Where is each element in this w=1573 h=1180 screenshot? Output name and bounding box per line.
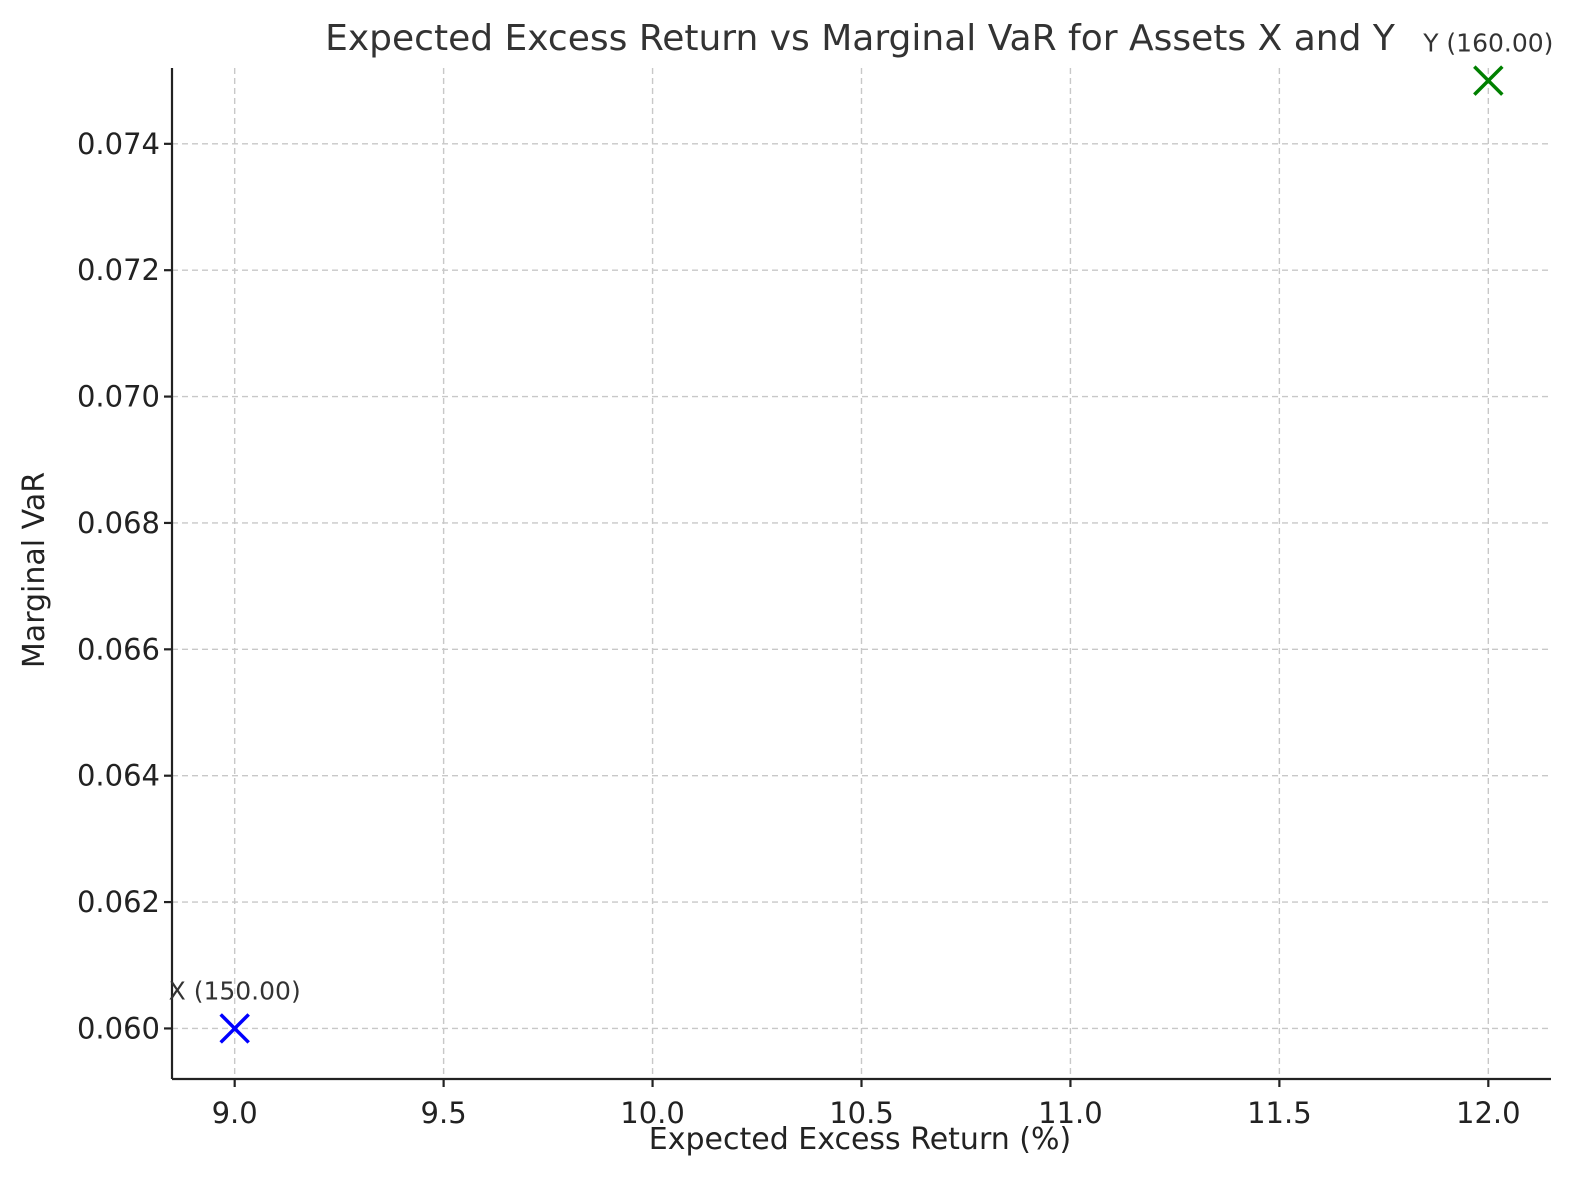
y-tick-label: 0.060 bbox=[77, 1011, 160, 1045]
x-tick-label: 11.5 bbox=[1247, 1096, 1312, 1130]
y-axis-label: Marginal VaR bbox=[17, 472, 52, 668]
y-tick-label: 0.064 bbox=[77, 759, 160, 793]
y-tick-label: 0.062 bbox=[77, 885, 160, 919]
x-tick-label: 10.5 bbox=[829, 1096, 894, 1130]
x-tick-label: 10.0 bbox=[620, 1096, 685, 1130]
x-tick-label: 11.0 bbox=[1038, 1096, 1103, 1130]
x-tick-label: 12.0 bbox=[1456, 1096, 1521, 1130]
y-tick-label: 0.066 bbox=[77, 632, 160, 666]
x-axis-label: Expected Excess Return (%) bbox=[649, 1122, 1071, 1157]
point-label: Y (160.00) bbox=[1422, 29, 1553, 58]
grid bbox=[172, 68, 1551, 1079]
chart-title: Expected Excess Return vs Marginal VaR f… bbox=[325, 18, 1396, 59]
data-point: Y (160.00) bbox=[1422, 29, 1553, 96]
y-axis-ticks: 0.060 0.062 0.064 0.066 0.068 0.070 0.072 0.074 bbox=[77, 127, 172, 1045]
x-tick-label: 9.5 bbox=[421, 1096, 467, 1130]
data-points: X (150.00) Y (160.00) bbox=[169, 29, 1553, 1044]
x-tick-label: 9.0 bbox=[212, 1096, 258, 1130]
y-tick-label: 0.074 bbox=[77, 127, 160, 161]
x-marker-stroke bbox=[1473, 65, 1504, 96]
x-marker-stroke bbox=[219, 1013, 250, 1044]
x-axis-ticks: 9.0 9.5 10.0 10.5 11.0 11.5 12.0 bbox=[212, 1079, 1521, 1130]
y-tick-label: 0.072 bbox=[77, 253, 160, 287]
point-label: X (150.00) bbox=[169, 976, 301, 1005]
data-point: X (150.00) bbox=[169, 976, 301, 1044]
y-tick-label: 0.070 bbox=[77, 380, 160, 414]
y-tick-label: 0.068 bbox=[77, 506, 160, 540]
